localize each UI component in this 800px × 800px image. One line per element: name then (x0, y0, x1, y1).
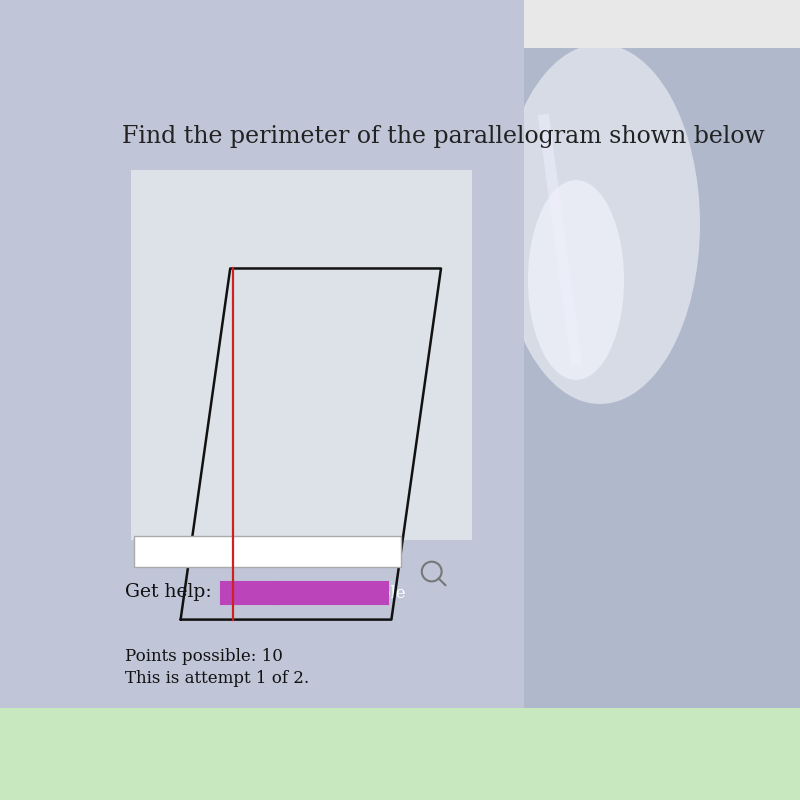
Bar (280, 582, 388, 604)
Bar (0, 0, 800, 48)
Text: 52: 52 (446, 418, 474, 440)
Text: Written Example: Written Example (263, 585, 405, 602)
Text: This is attempt 1 of 2.: This is attempt 1 of 2. (125, 670, 309, 686)
Bar (131, 170, 472, 539)
Bar (0, 708, 800, 800)
Ellipse shape (528, 180, 624, 380)
Text: Get help:: Get help: (125, 583, 211, 601)
Text: 55: 55 (315, 226, 343, 249)
Text: Points possible: 10: Points possible: 10 (125, 648, 282, 665)
Ellipse shape (500, 44, 700, 404)
Text: 48: 48 (250, 418, 278, 440)
Text: Video: Video (225, 585, 273, 602)
Bar (0, 0, 524, 728)
Text: Find the perimeter of the parallelogram shown below: Find the perimeter of the parallelogram … (122, 125, 765, 147)
Bar (221, 582, 277, 604)
Bar (134, 537, 401, 567)
